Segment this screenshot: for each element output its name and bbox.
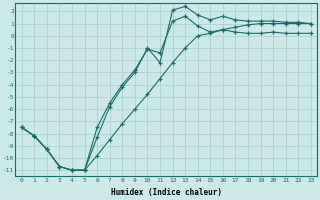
X-axis label: Humidex (Indice chaleur): Humidex (Indice chaleur) [111, 188, 222, 197]
